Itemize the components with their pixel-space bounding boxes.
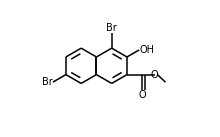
Text: O: O [138,90,146,100]
Text: OH: OH [140,45,155,55]
Text: O: O [151,70,158,80]
Text: Br: Br [42,77,52,87]
Text: Br: Br [106,23,117,33]
